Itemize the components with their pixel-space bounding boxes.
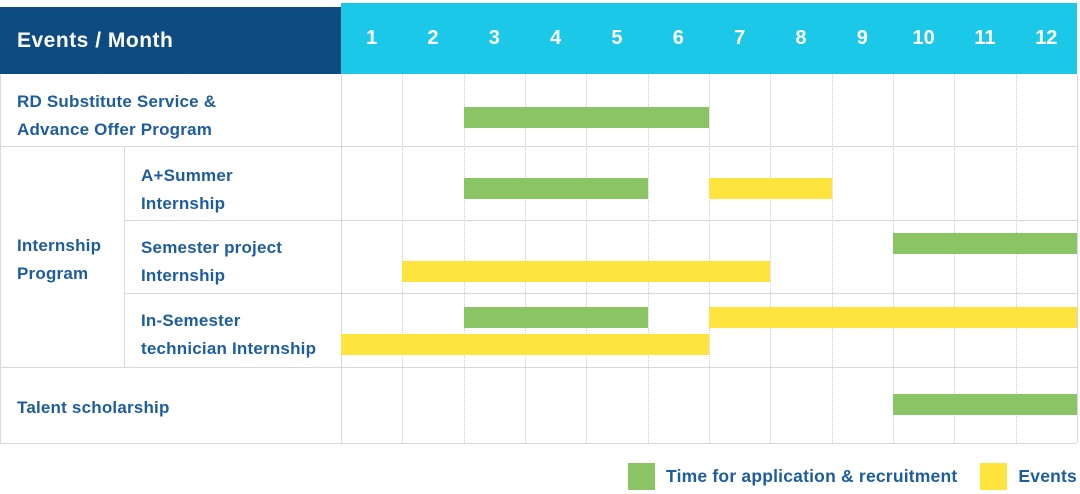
page-title: Events / Month — [17, 28, 174, 52]
row-label-rd-substitute-service-advance-offer-program: RD Substitute Service & Advance Offer Pro… — [17, 92, 217, 139]
month-header-cell-7: 7 — [734, 27, 746, 49]
application-bar-rd-substitute-service-advance-offer-program — [463, 107, 709, 128]
grid-line-vertical — [1015, 74, 1017, 443]
grid-line-vertical — [647, 74, 649, 443]
month-header-cell-8: 8 — [795, 27, 807, 49]
month-header-cell-3: 3 — [488, 27, 500, 49]
row-label-a-summer-internship: A+Summer Internship — [141, 166, 233, 213]
application-bar-a-summer-internship — [463, 178, 648, 199]
grid-line-vertical — [586, 74, 588, 443]
grid-line-vertical — [954, 74, 956, 443]
month-header-cell-1: 1 — [366, 27, 378, 49]
event-bar-a-summer-internship — [709, 178, 832, 199]
event-bar-in-semester-technician-internship — [709, 307, 1077, 328]
month-header-cell-5: 5 — [611, 27, 623, 49]
legend-application-label: Time for application & recruitment — [666, 466, 958, 486]
grid-line-horizontal — [124, 220, 1077, 221]
row-label-talent-scholarship: Talent scholarship — [17, 398, 170, 417]
events-month-header-cell: Events / Month — [0, 7, 341, 74]
application-bar-in-semester-technician-internship — [463, 307, 648, 328]
grid-line-horizontal — [0, 367, 1077, 368]
grid-line-vertical — [0, 74, 1, 443]
grid-line-vertical — [124, 146, 125, 367]
grid-line-vertical — [341, 74, 342, 443]
month-header-cell-6: 6 — [672, 27, 684, 49]
grid-line-vertical — [770, 74, 772, 443]
month-header-cell-4: 4 — [550, 27, 562, 49]
month-header-cell-12: 12 — [1035, 27, 1058, 49]
grid-line-vertical — [831, 74, 833, 443]
legend-event-label: Events — [1018, 466, 1077, 486]
month-header-cell-11: 11 — [974, 27, 996, 49]
group-label-internship-program: Internship Program — [17, 236, 102, 283]
legend: Time for application & recruitment Event… — [628, 462, 1077, 491]
application-bar-semester-project-internship — [893, 233, 1077, 254]
legend-application-swatch — [628, 463, 656, 490]
grid-line-horizontal — [0, 146, 1077, 147]
month-header-cell-9: 9 — [856, 27, 868, 49]
month-header-cell-10: 10 — [912, 27, 935, 49]
legend-event-swatch — [980, 463, 1008, 490]
grid-line-vertical — [463, 74, 465, 443]
grid-line-vertical — [525, 74, 526, 443]
month-header-band: 1 2 3 4 5 6 7 8 9 10 11 12 — [341, 3, 1077, 74]
grid-line-vertical — [709, 74, 710, 443]
event-bar-semester-project-internship — [402, 261, 771, 282]
grid-line-horizontal — [124, 293, 1077, 294]
grid-line-horizontal — [0, 443, 1077, 444]
grid-line-vertical — [893, 74, 894, 443]
application-bar-talent-scholarship — [893, 394, 1077, 415]
event-bar-in-semester-technician-internship — [341, 334, 709, 355]
grid-line-vertical — [402, 74, 404, 443]
row-label-in-semester-technician-internship: In-Semester technician Internship — [141, 311, 317, 358]
grid-line-vertical — [1077, 74, 1078, 443]
month-header-cell-2: 2 — [427, 27, 439, 49]
row-label-semester-project-internship: Semester project Internship — [141, 238, 283, 285]
